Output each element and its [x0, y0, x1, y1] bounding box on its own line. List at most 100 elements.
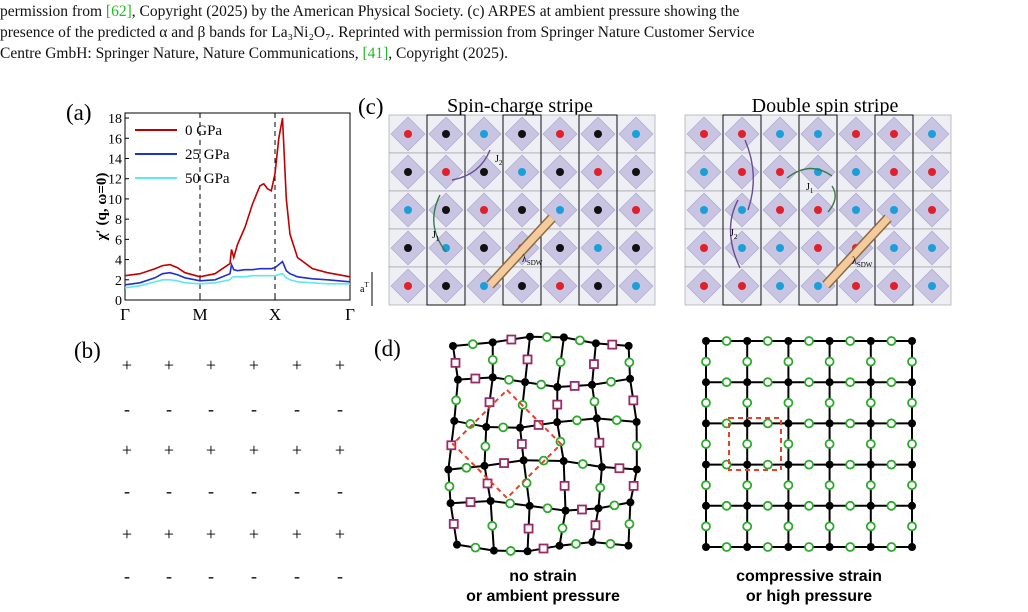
site — [594, 282, 602, 290]
annotation: J1 — [806, 182, 814, 195]
sign: + — [164, 355, 174, 375]
caption-text: , Copyright (2025) by the American Physi… — [132, 3, 740, 20]
stripe-box — [798, 114, 838, 306]
nickel-site — [632, 465, 641, 474]
oxygen-site — [557, 523, 568, 534]
citation: [62] — [106, 3, 132, 20]
nickel-site — [825, 378, 834, 387]
oxygen-site — [572, 415, 582, 426]
arrow — [823, 215, 891, 288]
oxygen-site — [783, 356, 794, 367]
sign: - — [294, 399, 300, 419]
nickel-site — [597, 463, 606, 472]
stripe-box — [426, 114, 466, 306]
oxygen-site — [506, 334, 517, 345]
nickel-site — [588, 380, 597, 389]
oxygen-site — [538, 543, 549, 554]
symbol: λ — [522, 254, 527, 265]
oxygen-site — [762, 542, 773, 552]
oxygen-site — [542, 503, 553, 514]
nickel-site — [592, 414, 601, 423]
site — [632, 282, 640, 290]
nickel-site — [489, 546, 498, 555]
oxygen-site — [628, 481, 639, 491]
oxygen-site — [450, 357, 461, 368]
site — [480, 206, 488, 214]
nickel-site — [624, 541, 633, 550]
arrow — [786, 167, 833, 179]
oxygen-site — [845, 500, 856, 511]
sdw-arrow — [371, 214, 892, 306]
site — [852, 206, 860, 214]
oxygen-site — [804, 418, 814, 429]
panel-caption: or high pressure — [746, 588, 872, 605]
sign: - — [124, 399, 130, 419]
oxygen-site — [498, 422, 509, 433]
site — [594, 130, 602, 138]
oxygen-site — [804, 459, 814, 470]
stripe-box — [578, 114, 618, 306]
data-line — [124, 272, 350, 289]
subscript: 2 — [734, 233, 738, 241]
oxygen-site — [742, 439, 753, 449]
sign: - — [166, 566, 172, 586]
oxygen-site — [742, 356, 753, 367]
oxygen-site — [886, 459, 897, 470]
nickel-site — [866, 419, 875, 428]
panel-caption: compressive strain — [736, 568, 882, 585]
oxygen-site — [523, 523, 534, 534]
oxygen-site — [542, 332, 552, 342]
oxygen-site — [607, 339, 618, 350]
nickel-site — [591, 339, 600, 348]
site — [776, 282, 784, 290]
nickel-site — [702, 460, 710, 469]
nickel-site — [825, 460, 834, 469]
panel-caption: or ambient pressure — [466, 588, 620, 605]
oxygen-site — [845, 336, 856, 346]
site — [776, 130, 784, 138]
oxygen-site — [482, 478, 493, 489]
site — [594, 168, 602, 176]
site — [890, 168, 898, 176]
oxygen-site — [624, 519, 635, 529]
site — [518, 130, 526, 138]
symbol: λ — [852, 256, 857, 267]
site — [852, 130, 860, 138]
site — [556, 130, 564, 138]
nickel-site — [516, 423, 525, 432]
site — [700, 282, 708, 290]
nickel-site — [486, 496, 495, 505]
nickel-site — [519, 456, 528, 465]
sign: + — [292, 440, 302, 460]
site — [852, 168, 860, 176]
sign: - — [124, 566, 130, 586]
site — [814, 206, 822, 214]
site — [814, 244, 822, 252]
stripe-box — [502, 114, 542, 306]
nickel-site — [453, 375, 462, 384]
site — [890, 282, 898, 290]
nickel-site — [449, 342, 457, 350]
site — [442, 282, 450, 290]
nickel-site — [444, 465, 453, 474]
oxygen-site — [589, 396, 600, 407]
sign: - — [251, 566, 257, 586]
nickel-site — [743, 378, 752, 387]
nickel-site — [825, 337, 834, 345]
nickel-site — [480, 461, 489, 470]
x-tick-label: Γ — [120, 305, 130, 324]
sign: + — [122, 524, 132, 544]
nickel-site — [702, 543, 710, 551]
nickel-site — [446, 499, 455, 508]
oxygen-site — [721, 500, 732, 511]
oxygen-site — [701, 397, 711, 408]
symbol: a — [360, 284, 365, 295]
nickel-site — [908, 460, 916, 469]
oxygen-site — [559, 480, 570, 491]
nickel-site — [866, 378, 875, 387]
annotation: λSDW — [522, 254, 543, 267]
y-tick-label: 12 — [108, 173, 122, 188]
oxygen-site — [886, 418, 897, 429]
oxygen-site — [609, 500, 620, 511]
